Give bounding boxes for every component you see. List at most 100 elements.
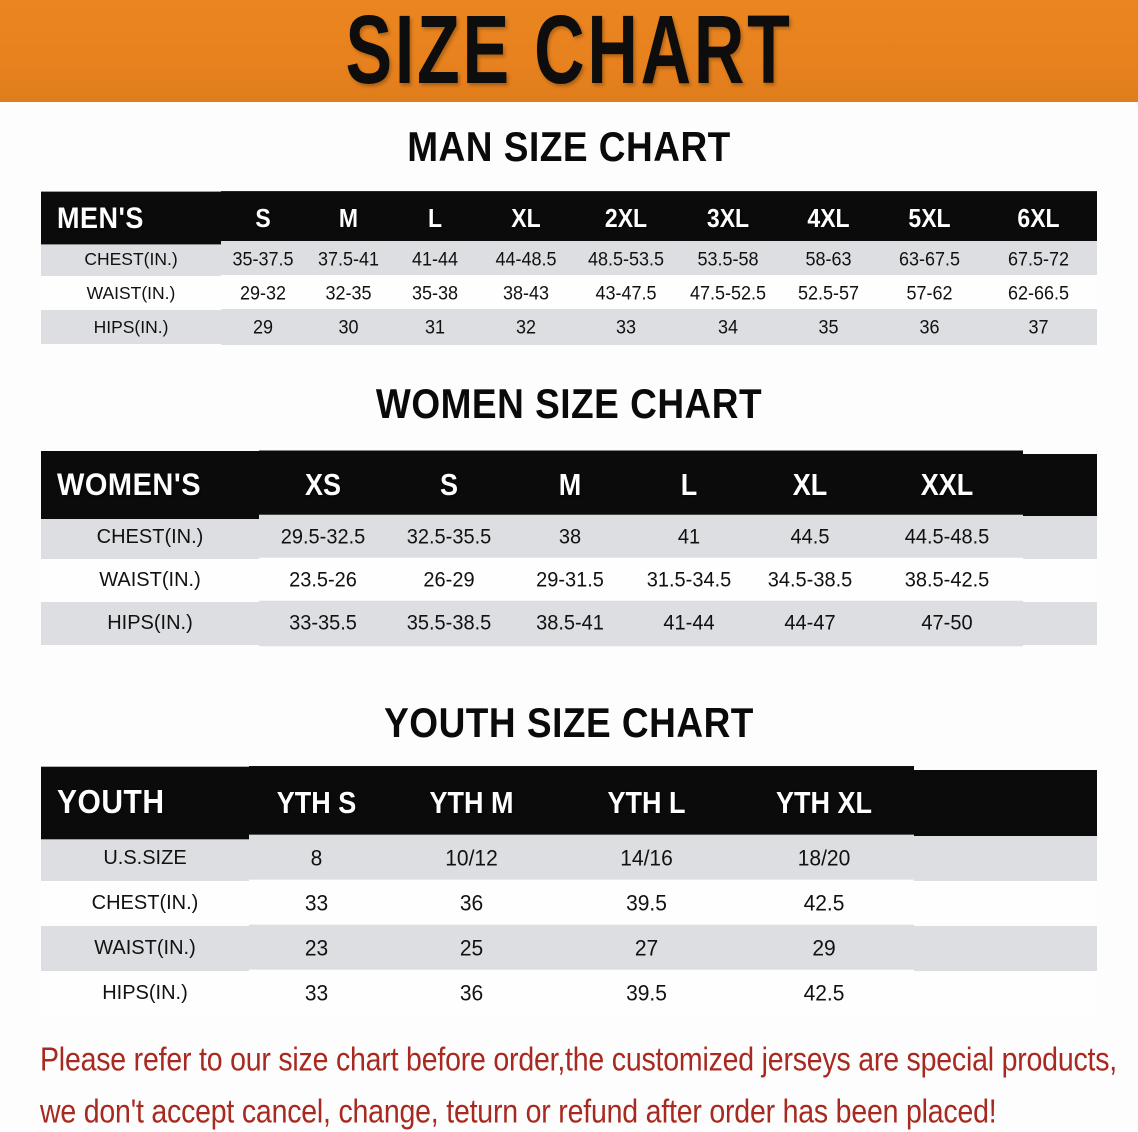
women-size-table: WOMEN'S XS S M L XL XXL CHEST(IN.) 29.5-… xyxy=(41,450,1097,647)
youth-row-0-label: U.S.SIZE xyxy=(41,836,249,881)
order-policy-note: Please refer to our size chart before or… xyxy=(40,1034,1117,1132)
men-r0c3: 44-48.5 xyxy=(478,240,574,278)
youth-r2c3: 29 xyxy=(734,924,914,973)
men-row-2-label: HIPS(IN.) xyxy=(41,310,221,344)
women-row-0-label: CHEST(IN.) xyxy=(41,516,259,559)
banner-title: SIZE CHART xyxy=(345,0,793,102)
men-r0c8: 67.5-72 xyxy=(980,240,1097,278)
men-header-row: MEN'S S M L XL 2XL 3XL 4XL 5XL 6XL xyxy=(41,191,1097,245)
youth-col-spacer xyxy=(914,770,1097,836)
women-r2c1: 35.5-38.5 xyxy=(387,600,511,647)
youth-r0c1: 10/12 xyxy=(384,834,559,883)
women-r1c4: 34.5-38.5 xyxy=(749,557,871,604)
women-r2c4: 44-47 xyxy=(749,600,871,647)
men-section-title: MAN SIZE CHART xyxy=(407,124,731,170)
youth-row-1-label: CHEST(IN.) xyxy=(41,881,249,926)
table-row: CHEST(IN.) 29.5-32.5 32.5-35.5 38 41 44.… xyxy=(41,514,1097,561)
men-col-1: M xyxy=(305,191,392,245)
men-row-0-label: CHEST(IN.) xyxy=(41,242,221,276)
men-r2c1: 30 xyxy=(305,308,392,346)
men-r1c4: 43-47.5 xyxy=(574,274,678,312)
youth-r0-spacer xyxy=(914,836,1097,881)
women-col-4: XL xyxy=(749,450,871,520)
men-col-0: S xyxy=(221,191,305,245)
women-r0-spacer xyxy=(1023,516,1097,559)
youth-corner-label: YOUTH xyxy=(41,766,249,840)
men-r0c4: 48.5-53.5 xyxy=(574,240,678,278)
men-col-4: 2XL xyxy=(574,191,678,245)
women-r1c2: 29-31.5 xyxy=(511,557,629,604)
men-r1c3: 38-43 xyxy=(478,274,574,312)
men-row-1-label: WAIST(IN.) xyxy=(41,276,221,310)
women-r1-spacer xyxy=(1023,559,1097,602)
women-col-1: S xyxy=(387,450,511,520)
note-line-2: we don't accept cancel, change, teturn o… xyxy=(40,1093,997,1131)
youth-r2c2: 27 xyxy=(559,924,734,973)
men-r2c3: 32 xyxy=(478,308,574,346)
table-row: WAIST(IN.) 23 25 27 29 xyxy=(41,924,1097,973)
men-r1c0: 29-32 xyxy=(221,274,305,312)
men-col-3: XL xyxy=(478,191,574,245)
men-r1c1: 32-35 xyxy=(305,274,392,312)
women-r0c0: 29.5-32.5 xyxy=(259,514,387,561)
youth-r3c2: 39.5 xyxy=(559,969,734,1018)
youth-row-3-label: HIPS(IN.) xyxy=(41,971,249,1016)
women-r2-spacer xyxy=(1023,602,1097,645)
youth-r3c0: 33 xyxy=(249,969,384,1018)
table-row: WAIST(IN.) 29-32 32-35 35-38 38-43 43-47… xyxy=(41,274,1097,312)
table-row: U.S.SIZE 8 10/12 14/16 18/20 xyxy=(41,834,1097,883)
table-row: HIPS(IN.) 33-35.5 35.5-38.5 38.5-41 41-4… xyxy=(41,600,1097,647)
men-r2c2: 31 xyxy=(392,308,478,346)
women-r1c1: 26-29 xyxy=(387,557,511,604)
table-row: WAIST(IN.) 23.5-26 26-29 29-31.5 31.5-34… xyxy=(41,557,1097,604)
women-r0c1: 32.5-35.5 xyxy=(387,514,511,561)
men-r0c1: 37.5-41 xyxy=(305,240,392,278)
table-row: CHEST(IN.) 33 36 39.5 42.5 xyxy=(41,879,1097,928)
men-r1c7: 57-62 xyxy=(879,274,980,312)
men-r2c6: 35 xyxy=(778,308,879,346)
men-r0c6: 58-63 xyxy=(778,240,879,278)
men-col-7: 5XL xyxy=(879,191,980,245)
men-col-6: 4XL xyxy=(778,191,879,245)
youth-r3c3: 42.5 xyxy=(734,969,914,1018)
youth-size-table: YOUTH YTH S YTH M YTH L YTH XL U.S.SIZE … xyxy=(41,766,1097,1018)
men-r2c5: 34 xyxy=(678,308,778,346)
youth-header-row: YOUTH YTH S YTH M YTH L YTH XL xyxy=(41,766,1097,840)
table-row: HIPS(IN.) 29 30 31 32 33 34 35 36 37 xyxy=(41,308,1097,346)
women-row-2-label: HIPS(IN.) xyxy=(41,602,259,645)
men-r1c6: 52.5-57 xyxy=(778,274,879,312)
men-corner-label: MEN'S xyxy=(41,191,221,245)
women-r2c5: 47-50 xyxy=(871,600,1023,647)
women-r2c2: 38.5-41 xyxy=(511,600,629,647)
men-r1c5: 47.5-52.5 xyxy=(678,274,778,312)
men-r2c4: 33 xyxy=(574,308,678,346)
youth-col-0: YTH S xyxy=(249,766,384,840)
men-r1c2: 35-38 xyxy=(392,274,478,312)
men-r0c2: 41-44 xyxy=(392,240,478,278)
women-r0c5: 44.5-48.5 xyxy=(871,514,1023,561)
women-r2c0: 33-35.5 xyxy=(259,600,387,647)
youth-r1c2: 39.5 xyxy=(559,879,734,928)
youth-col-3: YTH XL xyxy=(734,766,914,840)
men-r0c0: 35-37.5 xyxy=(221,240,305,278)
men-col-8: 6XL xyxy=(980,191,1097,245)
youth-col-2: YTH L xyxy=(559,766,734,840)
women-r0c2: 38 xyxy=(511,514,629,561)
youth-r2c0: 23 xyxy=(249,924,384,973)
youth-r2c1: 25 xyxy=(384,924,559,973)
women-r1c0: 23.5-26 xyxy=(259,557,387,604)
men-r2c7: 36 xyxy=(879,308,980,346)
women-col-2: M xyxy=(511,450,629,520)
youth-r1c0: 33 xyxy=(249,879,384,928)
men-r0c5: 53.5-58 xyxy=(678,240,778,278)
women-r1c3: 31.5-34.5 xyxy=(629,557,749,604)
men-col-2: L xyxy=(392,191,478,245)
youth-r0c3: 18/20 xyxy=(734,834,914,883)
women-r2c3: 41-44 xyxy=(629,600,749,647)
youth-r3-spacer xyxy=(914,971,1097,1016)
youth-r1-spacer xyxy=(914,881,1097,926)
women-corner-label: WOMEN'S xyxy=(41,450,259,520)
youth-r0c0: 8 xyxy=(249,834,384,883)
youth-r1c1: 36 xyxy=(384,879,559,928)
